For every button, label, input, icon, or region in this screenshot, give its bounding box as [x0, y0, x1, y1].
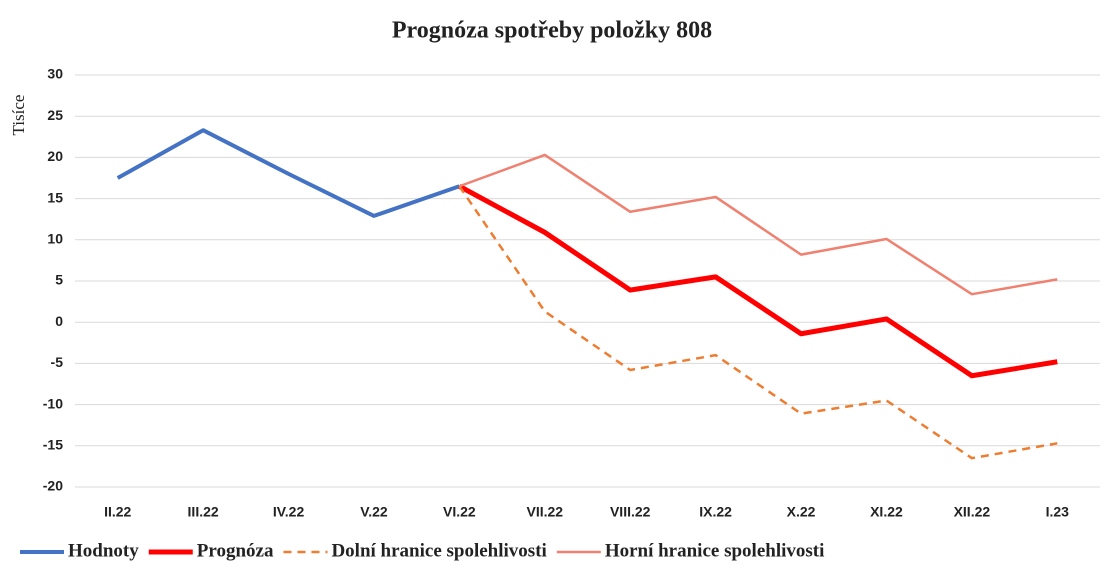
y-tick-label: -20 — [43, 478, 63, 494]
series-line — [458, 153, 1058, 296]
series-line — [116, 128, 461, 218]
x-tick-label: V.22 — [360, 504, 388, 520]
y-tick-label: -5 — [51, 354, 64, 370]
y-tick-label: -10 — [43, 395, 63, 411]
y-tick-label: 30 — [47, 66, 63, 82]
y-tick-label: 5 — [55, 272, 63, 288]
y-tick-label: 0 — [55, 313, 63, 329]
x-tick-label: VII.22 — [526, 504, 563, 520]
y-tick-label: 10 — [47, 231, 63, 247]
y-tick-label: 20 — [47, 148, 63, 164]
y-tick-label: -15 — [43, 437, 63, 453]
legend-label: Horní hranice spolehlivosti — [605, 540, 825, 561]
x-tick-label: VIII.22 — [610, 504, 651, 520]
series-line — [458, 185, 1058, 460]
legend-label: Prognóza — [197, 540, 274, 561]
x-tick-label: XI.22 — [870, 504, 903, 520]
x-tick-label: II.22 — [104, 504, 131, 520]
x-tick-label: IV.22 — [273, 504, 305, 520]
series-line — [458, 184, 1058, 379]
x-tick-label: III.22 — [188, 504, 219, 520]
x-tick-label: IX.22 — [699, 504, 732, 520]
x-tick-label: I.23 — [1046, 504, 1070, 520]
y-tick-label: 25 — [47, 107, 63, 123]
chart-title: Prognóza spotřeby položky 808 — [392, 18, 712, 44]
y-axis-label: Tisíce — [9, 95, 28, 136]
y-tick-label: 15 — [47, 189, 63, 205]
legend-label: Dolní hranice spolehlivosti — [331, 540, 546, 561]
x-tick-label: XII.22 — [954, 504, 991, 520]
x-tick-label: X.22 — [787, 504, 816, 520]
legend-label: Hodnoty — [68, 540, 139, 561]
x-tick-label: VI.22 — [443, 504, 476, 520]
